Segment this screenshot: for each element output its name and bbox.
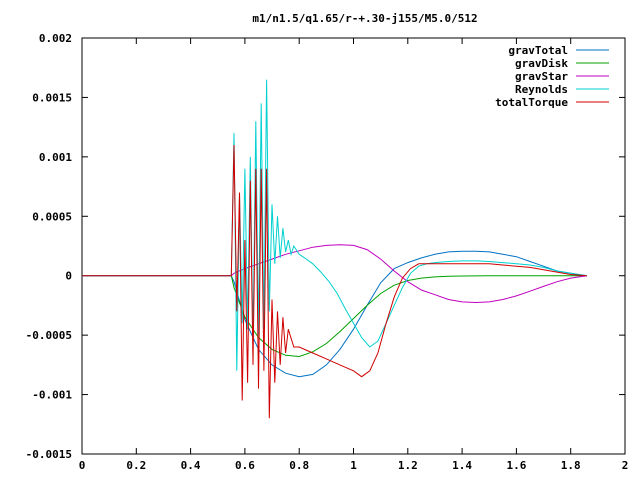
y-tick-label: -0.0005 <box>26 329 72 342</box>
x-tick-label: 1.6 <box>506 459 526 472</box>
x-tick-label: 0.4 <box>181 459 201 472</box>
y-tick-label: -0.0015 <box>26 448 72 461</box>
legend-label: gravStar <box>515 70 568 83</box>
y-tick-label: -0.001 <box>32 389 72 402</box>
legend-label: Reynolds <box>515 83 568 96</box>
x-tick-label: 0 <box>79 459 86 472</box>
x-tick-label: 0.6 <box>235 459 255 472</box>
legend-label: gravTotal <box>508 44 568 57</box>
series-line-Reynolds <box>82 79 588 371</box>
x-tick-label: 1.2 <box>398 459 418 472</box>
series-line-gravDisk <box>82 275 587 358</box>
x-tick-label: 0.8 <box>289 459 309 472</box>
x-tick-label: 1.4 <box>452 459 472 472</box>
axis-ticks: 0 0.2 0.4 0.6 0.8 1 1.2 1.4 1.6 1.8 2 0.002 0.0015 0.… <box>26 32 629 472</box>
y-tick-label: 0 <box>65 270 72 283</box>
legend: gravTotalgravDiskgravStarReynoldstotalTo… <box>495 44 609 109</box>
y-tick-label: 0.001 <box>39 151 72 164</box>
legend-label: totalTorque <box>495 96 568 109</box>
x-tick-label: 2 <box>622 459 629 472</box>
y-tick-label: 0.002 <box>39 32 72 45</box>
y-tick-label: 0.0005 <box>32 210 72 223</box>
x-tick-label: 1 <box>350 459 357 472</box>
legend-label: gravDisk <box>515 57 568 70</box>
y-tick-label: 0.0015 <box>32 91 72 104</box>
series-line-gravTotal <box>82 250 588 378</box>
x-tick-label: 0.2 <box>126 459 146 472</box>
chart-title: m1/n1.5/q1.65/r-+.30-j155/M5.0/512 <box>252 12 477 25</box>
x-tick-label: 1.8 <box>561 459 581 472</box>
series-layer <box>82 79 588 419</box>
series-line-gravStar <box>82 244 588 304</box>
series-line-totalTorque <box>82 144 588 419</box>
